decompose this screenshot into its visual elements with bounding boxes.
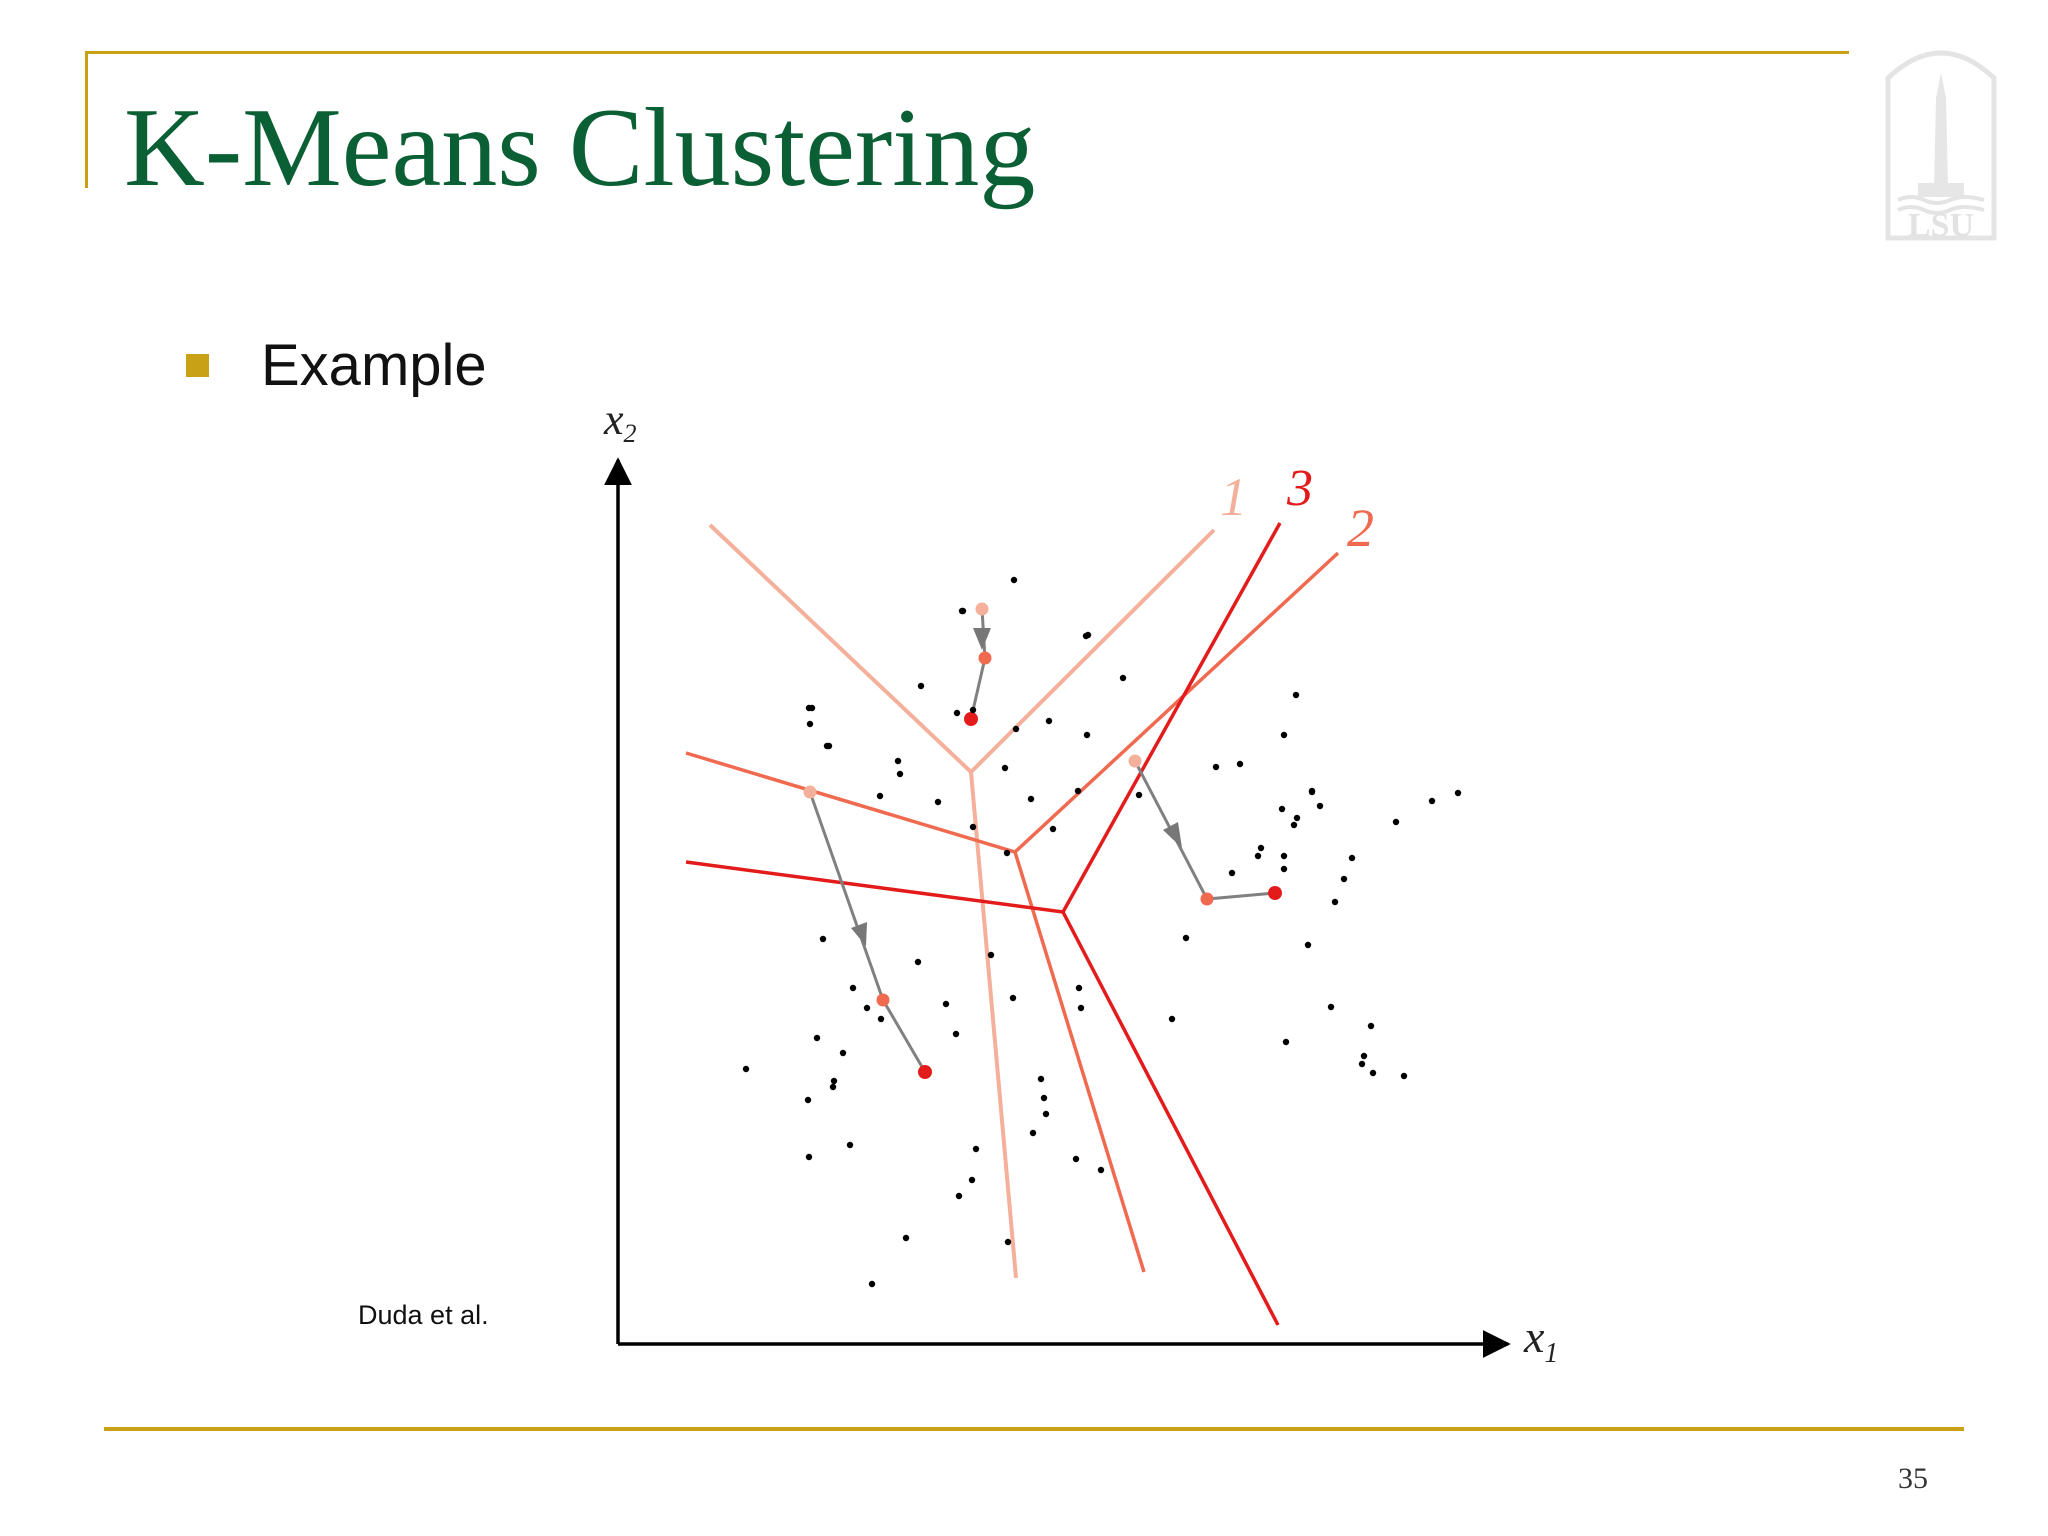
iteration-3-boundaries <box>685 522 1282 1326</box>
lsu-logo: LSU <box>1885 50 1997 244</box>
x-axis-label: x1 <box>1523 1311 1558 1369</box>
iteration-label-1: 1 <box>1220 467 1247 527</box>
iteration-label-2: 2 <box>1347 498 1374 558</box>
iteration-label-3: 3 <box>1286 460 1313 517</box>
iteration-2-boundaries <box>685 551 1340 1273</box>
slide-title: K-Means Clustering <box>124 86 1036 210</box>
y-axis-label: x2 <box>603 395 637 448</box>
trajectory-arrowheads <box>851 628 1182 946</box>
bottom-rule <box>104 1427 1964 1431</box>
citation: Duda et al. <box>358 1300 489 1330</box>
bullet-marker <box>186 354 209 377</box>
left-rule <box>85 51 88 188</box>
page-number: 35 <box>1898 1462 1928 1495</box>
logo-text: LSU <box>1908 207 1974 244</box>
centroids <box>803 602 1282 1079</box>
iteration-1-boundaries <box>708 523 1216 1279</box>
bullet-text: Example <box>261 333 487 398</box>
bullet-item: Example <box>186 332 487 399</box>
sample-points <box>742 576 1462 1288</box>
top-rule <box>85 51 1849 54</box>
